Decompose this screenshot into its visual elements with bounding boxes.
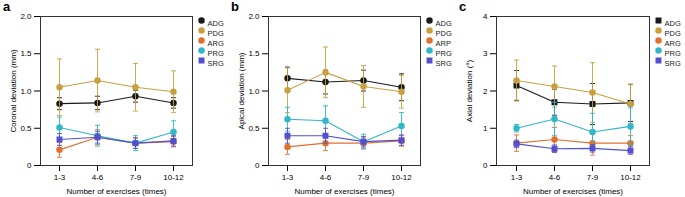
svg-text:PRG: PRG: [436, 49, 452, 58]
svg-text:PDG: PDG: [208, 29, 224, 38]
svg-text:4-6: 4-6: [92, 173, 104, 182]
svg-text:4-6: 4-6: [320, 173, 332, 182]
svg-text:PRG: PRG: [665, 49, 681, 58]
svg-text:10-12: 10-12: [163, 173, 184, 182]
html-text:a: a: [3, 0, 11, 14]
svg-text:SRG: SRG: [208, 59, 224, 68]
svg-text:1: 1: [483, 124, 488, 133]
svg-text:0: 0: [255, 161, 260, 170]
svg-text:SRG: SRG: [665, 59, 681, 68]
svg-text:PRG: PRG: [208, 49, 224, 58]
svg-text:PDG: PDG: [436, 29, 452, 38]
svg-text:Number of exercises (times): Number of exercises (times): [66, 187, 166, 196]
svg-text:7-9: 7-9: [130, 173, 142, 182]
svg-text:ARG: ARG: [665, 39, 681, 48]
svg-text:2: 2: [483, 87, 488, 96]
svg-text:1-3: 1-3: [54, 173, 66, 182]
svg-text:ADG: ADG: [665, 19, 681, 28]
svg-text:Axial deviation (°): Axial deviation (°): [465, 60, 474, 123]
svg-text:1.0: 1.0: [20, 87, 32, 96]
svg-text:ARP: ARP: [436, 39, 451, 48]
svg-text:1.5: 1.5: [248, 49, 260, 58]
svg-text:10-12: 10-12: [620, 173, 641, 182]
svg-text:1-3: 1-3: [282, 173, 294, 182]
svg-text:1.5: 1.5: [20, 49, 32, 58]
svg-text:2.0: 2.0: [20, 12, 32, 21]
svg-text:1-3: 1-3: [511, 173, 523, 182]
svg-text:10-12: 10-12: [391, 173, 412, 182]
svg-text:Coronal deviation (mm): Coronal deviation (mm): [9, 49, 18, 132]
svg-text:ADG: ADG: [436, 19, 452, 28]
svg-text:3: 3: [483, 49, 488, 58]
svg-text:2.0: 2.0: [248, 12, 260, 21]
svg-text:7-9: 7-9: [358, 173, 370, 182]
html-text:c: c: [459, 0, 467, 14]
svg-text:SRG: SRG: [436, 59, 452, 68]
svg-text:1.0: 1.0: [248, 87, 260, 96]
svg-text:ARG: ARG: [208, 39, 224, 48]
svg-text:4-6: 4-6: [549, 173, 561, 182]
svg-text:Number of exercises (times): Number of exercises (times): [523, 187, 623, 196]
svg-text:0.5: 0.5: [248, 124, 260, 133]
svg-text:0: 0: [483, 161, 488, 170]
svg-text:Apical deviation (mm): Apical deviation (mm): [237, 52, 246, 129]
svg-text:ADG: ADG: [208, 19, 224, 28]
svg-text:0: 0: [27, 161, 32, 170]
html-text:b: b: [231, 0, 239, 14]
svg-text:Number of exercises (times): Number of exercises (times): [294, 187, 394, 196]
svg-text:PDG: PDG: [665, 29, 681, 38]
svg-text:4: 4: [483, 12, 488, 21]
svg-text:7-9: 7-9: [587, 173, 599, 182]
svg-text:0.5: 0.5: [20, 124, 32, 133]
